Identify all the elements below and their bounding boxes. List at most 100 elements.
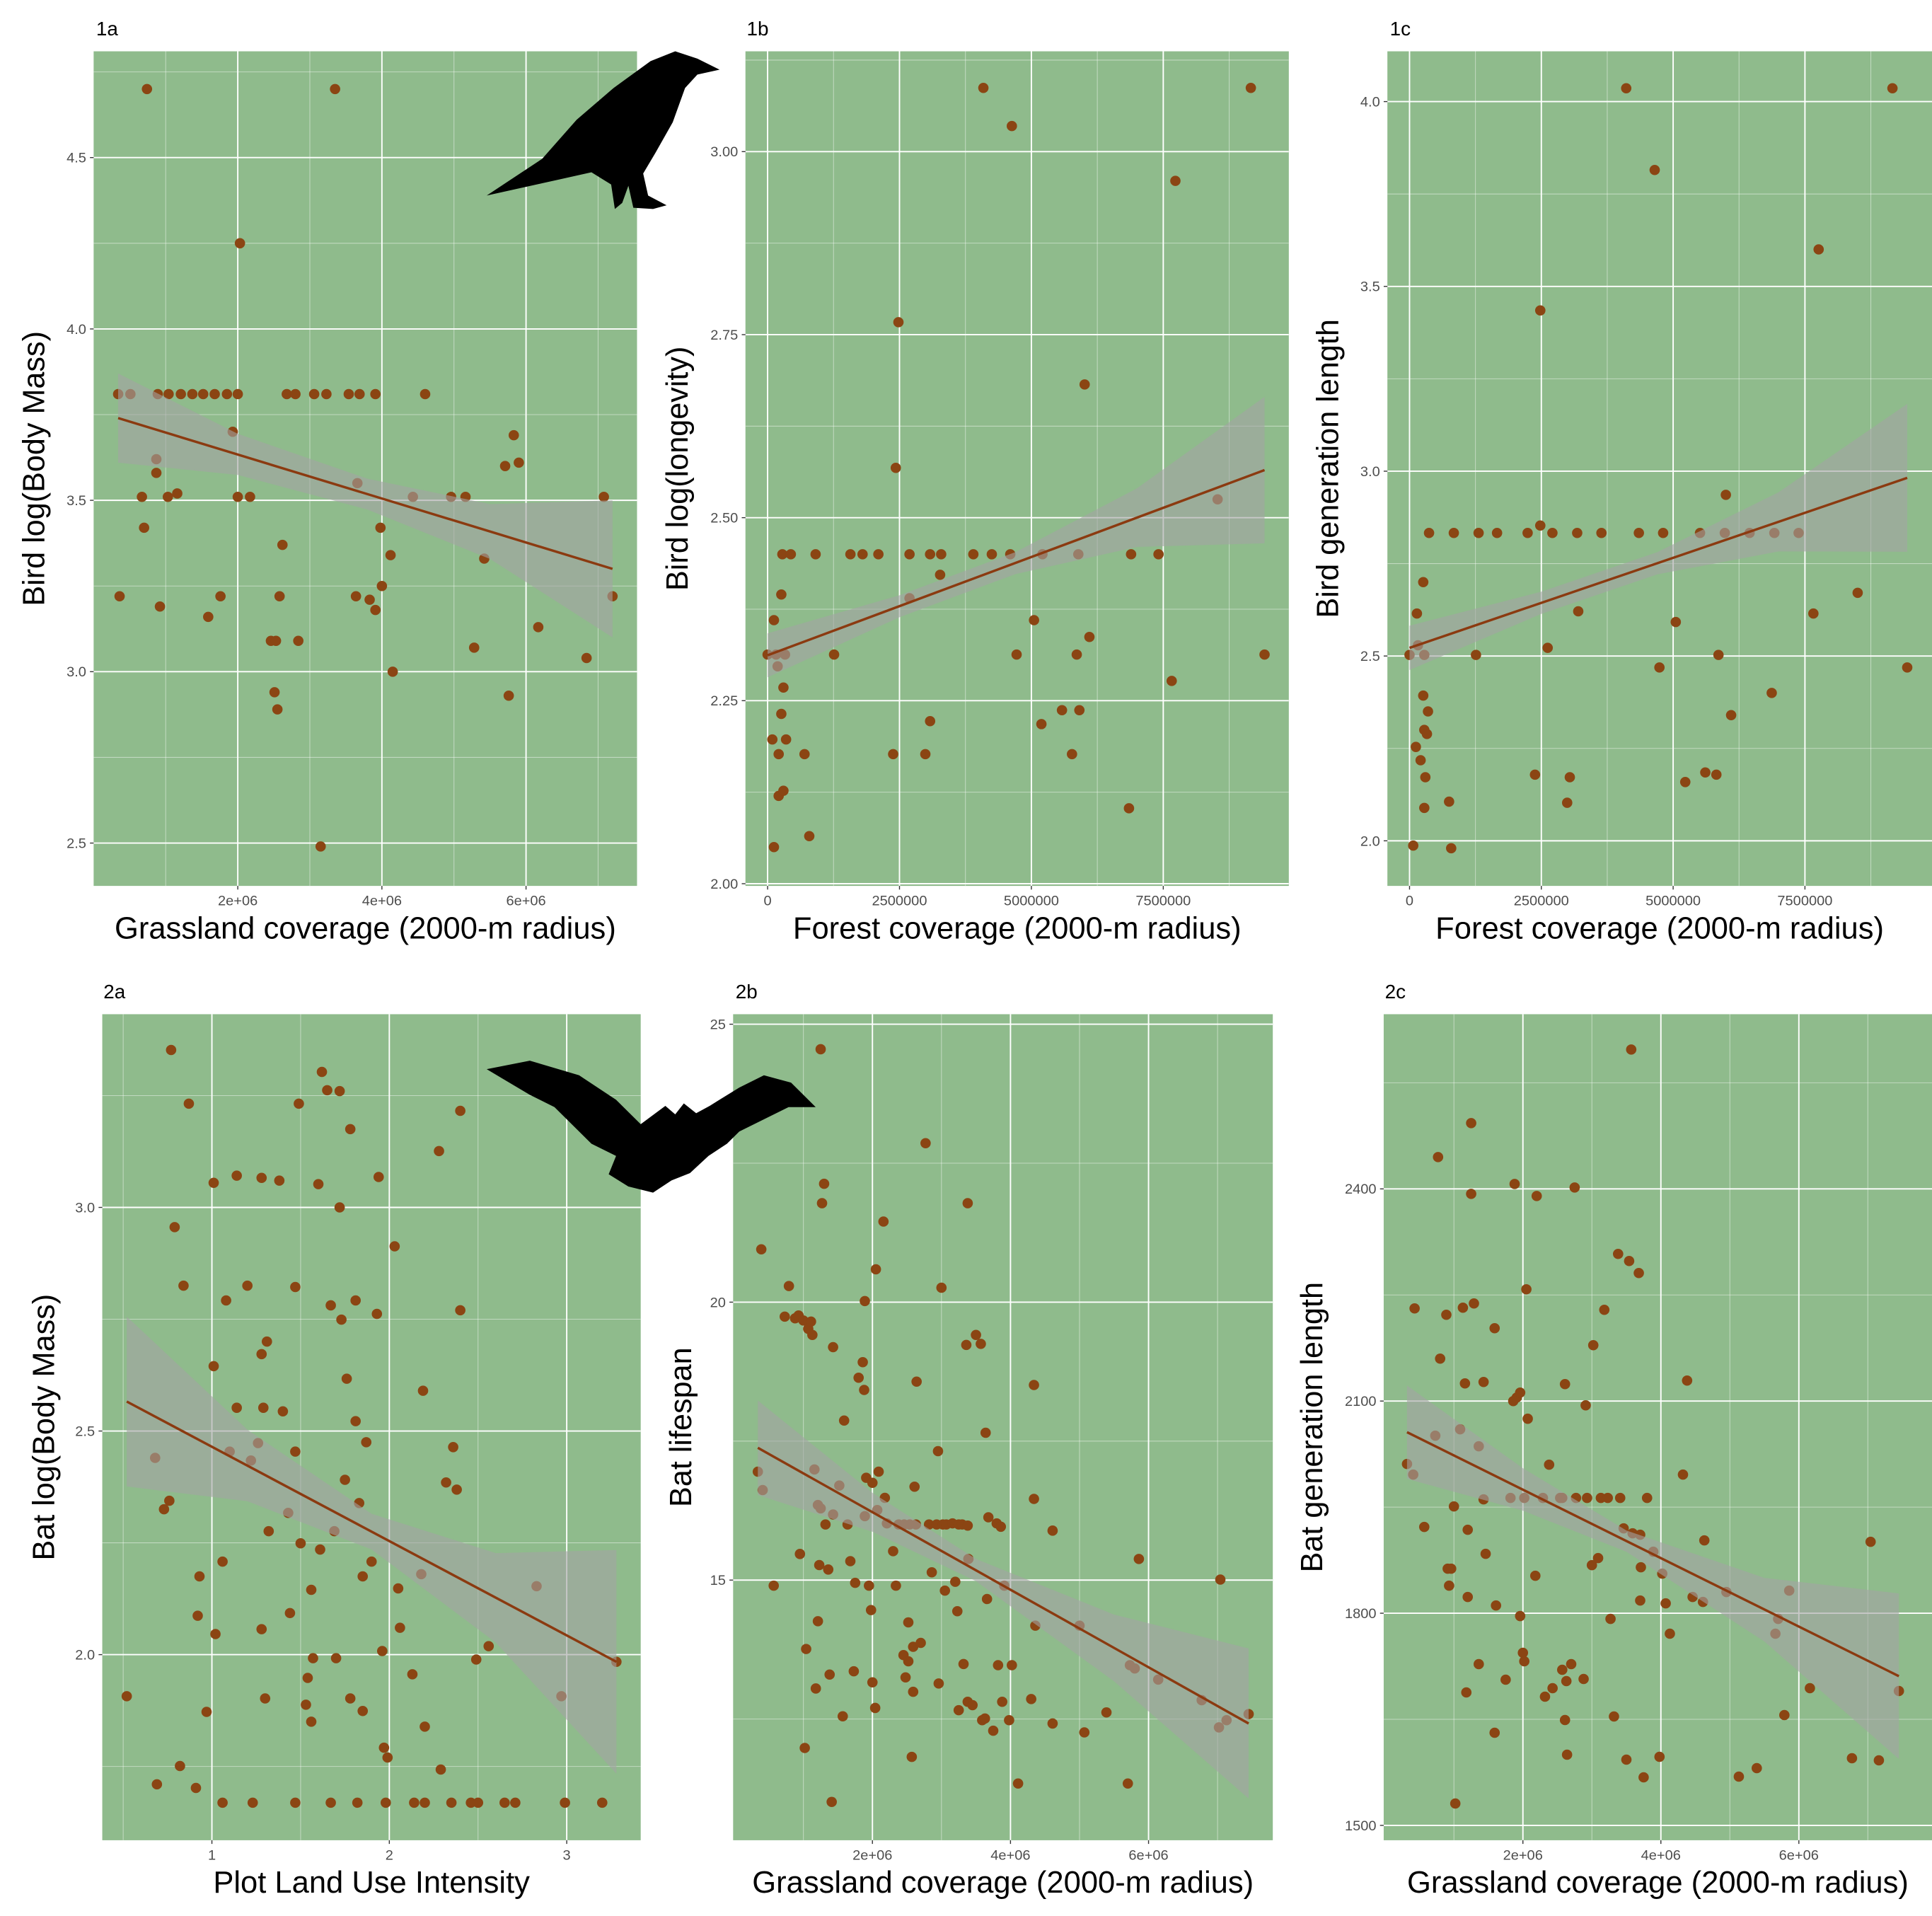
data-point <box>879 1216 889 1227</box>
data-point <box>1124 803 1135 814</box>
data-point <box>256 1624 267 1634</box>
data-point <box>864 1581 874 1591</box>
data-point <box>215 591 226 602</box>
data-point <box>939 1586 950 1596</box>
data-point <box>256 1173 267 1184</box>
data-point <box>1259 650 1270 660</box>
data-point <box>321 389 332 400</box>
data-point <box>187 389 198 400</box>
data-point <box>1613 1249 1624 1259</box>
x-tick-label: 7500000 <box>1135 894 1191 909</box>
data-point <box>221 1295 231 1306</box>
data-point <box>845 1556 856 1566</box>
data-point <box>968 549 979 560</box>
y-tick-label: 2.25 <box>710 693 738 709</box>
data-point <box>351 591 361 602</box>
data-point <box>139 523 149 533</box>
data-point <box>1805 1683 1815 1694</box>
data-point <box>1471 650 1481 660</box>
data-point <box>860 1296 870 1307</box>
data-point <box>1711 770 1722 780</box>
data-point <box>175 1761 185 1772</box>
data-point <box>1441 1310 1452 1320</box>
data-point <box>448 1442 458 1453</box>
data-point <box>786 549 797 560</box>
y-tick-label: 3.0 <box>1360 464 1380 480</box>
y-tick-label: 3.0 <box>66 664 86 680</box>
data-point <box>1561 1676 1572 1687</box>
data-point <box>1560 1715 1571 1726</box>
y-tick-label: 2100 <box>1345 1394 1377 1409</box>
panel: 2c2e+064e+066e+061500180021002400Grassla… <box>1295 981 1932 1916</box>
data-point <box>420 1798 430 1808</box>
panel-label: 1a <box>96 18 119 40</box>
data-point <box>322 1085 332 1096</box>
data-point <box>1515 1611 1526 1622</box>
data-point <box>1072 650 1082 660</box>
data-point <box>804 831 815 841</box>
data-point <box>301 1699 311 1710</box>
data-point <box>296 1538 306 1549</box>
data-point <box>811 1683 821 1694</box>
x-tick-label: 2 <box>386 1848 393 1864</box>
data-point <box>1084 632 1095 642</box>
y-tick-label: 4.5 <box>66 151 86 166</box>
data-point <box>799 749 810 760</box>
data-point <box>1522 1414 1533 1424</box>
data-point <box>290 1798 301 1808</box>
data-point <box>1153 549 1164 560</box>
data-point <box>971 1330 981 1341</box>
data-point <box>1067 749 1077 760</box>
data-point <box>1409 1303 1420 1314</box>
data-point <box>915 1638 926 1649</box>
y-tick-label: 2.5 <box>75 1424 95 1440</box>
data-point <box>1416 755 1426 766</box>
x-tick-label: 5000000 <box>1004 894 1059 909</box>
data-point <box>309 389 320 400</box>
data-point <box>371 1309 382 1320</box>
data-point <box>1530 770 1541 780</box>
data-point <box>1449 1501 1459 1512</box>
data-point <box>920 749 931 760</box>
data-point <box>1079 1727 1089 1738</box>
data-point <box>1766 688 1777 698</box>
data-point <box>1167 676 1177 686</box>
data-point <box>317 1067 328 1078</box>
data-point <box>1720 490 1731 500</box>
data-point <box>773 749 784 760</box>
data-point <box>350 1295 361 1306</box>
y-tick-label: 2.5 <box>66 836 86 852</box>
data-point <box>451 1484 462 1495</box>
data-point <box>217 1798 228 1808</box>
data-point <box>935 570 946 580</box>
panel-label: 1c <box>1390 18 1411 40</box>
data-point <box>509 430 519 441</box>
data-point <box>1699 1535 1710 1546</box>
data-point <box>191 1783 202 1794</box>
x-tick-label: 0 <box>1406 894 1413 909</box>
y-tick-label: 2.50 <box>710 511 738 526</box>
data-point <box>335 1086 345 1097</box>
data-point <box>829 650 840 660</box>
panel: 2b2e+064e+066e+06152025Grassland coverag… <box>664 885 1273 1900</box>
x-tick-label: 2500000 <box>1514 894 1569 909</box>
data-point <box>1469 1298 1479 1309</box>
data-point <box>1562 797 1573 808</box>
y-axis-title: Bird log(Body Mass) <box>18 331 52 606</box>
data-point <box>1446 1564 1457 1574</box>
data-point <box>560 1798 570 1808</box>
data-point <box>1101 1707 1112 1718</box>
data-point <box>1419 1522 1430 1533</box>
data-point <box>1636 1562 1646 1573</box>
data-point <box>954 1705 964 1716</box>
data-point <box>597 1798 608 1808</box>
data-point <box>778 785 789 796</box>
data-point <box>1570 1182 1580 1193</box>
data-point <box>980 1714 990 1724</box>
data-point <box>981 1428 991 1438</box>
x-tick-label: 3 <box>563 1848 571 1864</box>
data-point <box>378 1743 389 1753</box>
data-point <box>248 1798 258 1808</box>
y-tick-label: 2.5 <box>1360 649 1380 664</box>
data-point <box>963 1198 973 1208</box>
